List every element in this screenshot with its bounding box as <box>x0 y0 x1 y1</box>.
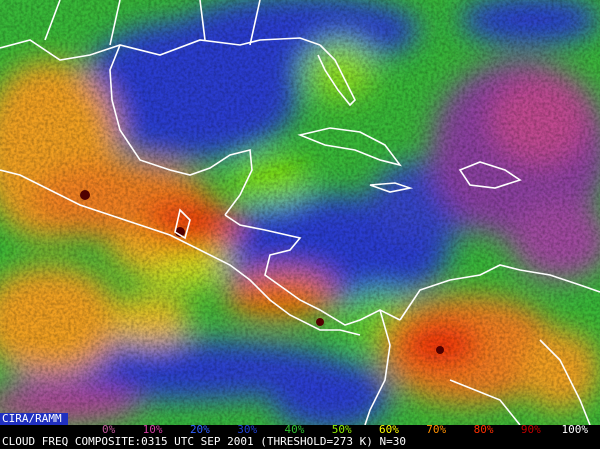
colorbar-label: 10% <box>143 423 163 436</box>
colorbar-label: 0% <box>102 423 116 436</box>
colorbar-label: 70% <box>426 423 446 436</box>
caption: CLOUD FREQ COMPOSITE:0315 UTC SEP 2001 (… <box>2 435 406 448</box>
colorbar-label: 30% <box>237 423 257 436</box>
colorbar-label: 80% <box>474 423 494 436</box>
cloud-field <box>0 0 600 425</box>
colorbar-label: 40% <box>284 423 304 436</box>
colorbar-label: 100% <box>562 423 589 436</box>
colorbar-label: 50% <box>332 423 352 436</box>
coastlines <box>0 0 600 425</box>
credit: CIRA/RAMM <box>2 412 62 425</box>
colorbar-label: 20% <box>190 423 210 436</box>
colorbar-label: 60% <box>379 423 399 436</box>
colorbar-label: 90% <box>521 423 541 436</box>
